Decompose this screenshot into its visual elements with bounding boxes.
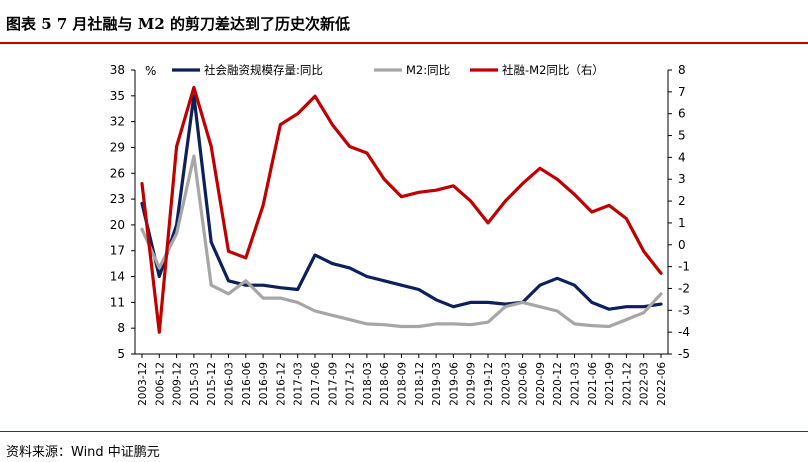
- y-left-tick-label: 14: [110, 270, 125, 284]
- x-tick-label: 2022-06: [656, 362, 668, 406]
- x-tick-label: 2020-03: [500, 362, 512, 406]
- x-tick-label: 2003-12: [137, 362, 149, 406]
- source-note: 资料来源：Wind 中证鹏元: [6, 445, 160, 460]
- y-left-tick-label: 8: [117, 321, 125, 335]
- legend-label-3: 社融-M2同比（右）: [502, 63, 604, 77]
- series-line-3: [140, 85, 663, 334]
- legend-label-2: M2:同比: [406, 63, 450, 77]
- x-tick-label: 2019-06: [448, 362, 460, 406]
- y-right-tick-label: 1: [678, 216, 686, 230]
- x-tick-label: 2021-12: [621, 362, 633, 406]
- y-left-tick-label: 26: [110, 166, 125, 180]
- x-tick-label: 2017-12: [345, 362, 357, 406]
- page-title: 图表 5 7 月社融与 M2 的剪刀差达到了历史次新低: [6, 15, 351, 33]
- y-right-tick-label: 2: [678, 194, 686, 208]
- x-tick-label: 2018-09: [397, 362, 409, 406]
- x-tick-label: 2006-12: [154, 362, 166, 406]
- series-line-2: [140, 154, 663, 329]
- x-tick-label: 2021-03: [570, 362, 582, 406]
- y-right-tick-label: -1: [678, 260, 690, 274]
- x-tick-label: 2018-03: [362, 362, 374, 406]
- x-tick-label: 2015-12: [206, 362, 218, 406]
- y-right-tick-label: 0: [678, 238, 686, 252]
- y-right-tick-label: -2: [678, 281, 690, 295]
- x-tick-label: 2020-12: [552, 362, 564, 406]
- y-right-tick-label: -4: [678, 325, 690, 339]
- x-tick-label: 2016-06: [241, 362, 253, 406]
- x-tick-label: 2018-06: [379, 362, 391, 406]
- series-lines: [140, 85, 663, 334]
- y-left-tick-label: 38: [110, 63, 125, 77]
- series-line-1: [140, 94, 663, 311]
- y-right-tick-label: -3: [678, 303, 690, 317]
- source-rule: [0, 431, 808, 432]
- y-left-tick-label: 17: [110, 244, 125, 258]
- x-tick-label: 2019-03: [431, 362, 443, 406]
- y-right-tick-label: 3: [678, 172, 686, 186]
- y-left-tick-label: 11: [110, 295, 125, 309]
- x-tick-label: 2020-06: [518, 362, 530, 406]
- y-right-tick-label: 4: [678, 150, 686, 164]
- title-rule: [0, 42, 808, 44]
- y-right-tick-label: 6: [678, 107, 686, 121]
- x-tick-label: 2021-06: [587, 362, 599, 406]
- x-tick-label: 2019-12: [483, 362, 495, 406]
- y-right-tick-label: -5: [678, 347, 690, 361]
- y-right-tick-label: 8: [678, 63, 686, 77]
- y-left-tick-label: 29: [110, 140, 125, 154]
- x-tick-label: 2019-09: [466, 362, 478, 406]
- legend: 社会融资规模存量:同比 M2:同比 社融-M2同比（右）: [172, 63, 604, 77]
- x-tick-label: 2017-09: [327, 362, 339, 406]
- x-tick-label: 2016-09: [258, 362, 270, 406]
- y-right-tick-label: 5: [678, 129, 686, 143]
- x-tick-label: 2022-03: [639, 362, 651, 406]
- x-tick-label: 2017-06: [310, 362, 322, 406]
- x-tick-label: 2021-09: [604, 362, 616, 406]
- legend-label-1: 社会融资规模存量:同比: [204, 63, 323, 77]
- x-tick-label: 2018-12: [414, 362, 426, 406]
- y-left-tick-label: 20: [110, 218, 125, 232]
- axes: [131, 69, 672, 358]
- y-right-tick-label: 7: [678, 85, 686, 99]
- x-tick-label: 2009-12: [172, 362, 184, 406]
- y-left-tick-label: 23: [110, 192, 125, 206]
- x-tick-label: 2015-03: [189, 362, 201, 406]
- y-left-tick-label: 35: [110, 89, 125, 103]
- x-tick-label: 2017-03: [293, 362, 305, 406]
- x-tick-label: 2016-03: [224, 362, 236, 406]
- y-left-tick-label: 32: [110, 115, 125, 129]
- y-left-tick-label: 5: [117, 347, 125, 361]
- x-tick-label: 2016-12: [275, 362, 287, 406]
- y-left-unit: %: [145, 64, 156, 78]
- x-tick-label: 2020-09: [535, 362, 547, 406]
